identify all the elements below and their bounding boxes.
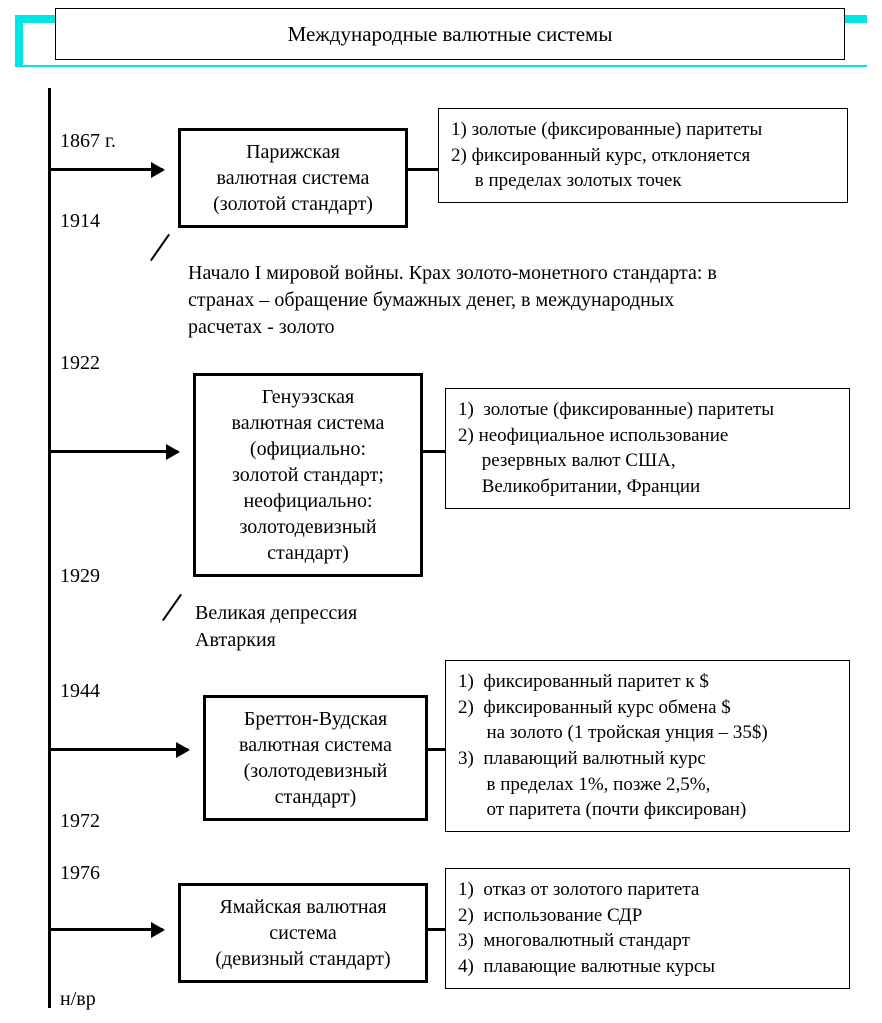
system-bretton-label: Бреттон-Вудская валютная система (золото… [239,708,392,808]
arrow-to-jamaica [48,928,163,931]
genoa-f2b: резервных валют США, [482,450,676,471]
note-1929-b: Автаркия [195,629,276,651]
desc-paris: 1) золотые (фиксированные) паритеты 2) ф… [438,108,848,203]
slash-1929 [162,620,192,650]
connector-bretton [428,748,445,751]
jamaica-f2: использование СДР [483,905,642,926]
note-1929-a: Великая депрессия [195,602,357,624]
slash-1914 [150,260,180,290]
genoa-f2c: Великобритании, Франции [482,476,700,497]
paris-f2b: в пределах золотых точек [475,170,682,191]
arrow-to-paris [48,168,163,171]
system-genoa: Генуэзская валютная система (официально:… [193,373,423,577]
desc-jamaica: 1) отказ от золотого паритета 2) использ… [445,868,850,989]
year-now: н/вр [60,988,96,1011]
connector-jamaica [428,928,445,931]
system-jamaica-label: Ямайская валютная система (девизный стан… [215,896,390,970]
bretton-f3a: плавающий валютный курс [483,748,705,769]
note-1929: Великая депрессия Автаркия [195,600,595,654]
bretton-f3c: от паритета (почти фиксирован) [487,799,747,820]
desc-genoa: 1) золотые (фиксированные) паритеты 2) н… [445,388,850,509]
bretton-f2a: фиксированный курс обмена $ [483,697,730,718]
jamaica-f4: плавающие валютные курсы [483,956,715,977]
system-jamaica: Ямайская валютная система (девизный стан… [178,883,428,983]
bretton-f2b: на золото (1 тройская унция – 35$) [487,722,768,743]
bretton-f1: фиксированный паритет к $ [483,671,709,692]
title-box: Международные валютные системы [55,8,845,60]
arrow-to-genoa [48,450,178,453]
jamaica-f3: многовалютный стандарт [483,930,690,951]
arrow-to-bretton [48,748,188,751]
note-1914: Начало I мировой войны. Крах золото-моне… [188,260,748,341]
desc-bretton: 1) фиксированный паритет к $ 2) фиксиров… [445,660,850,832]
paris-f2a: фиксированный курс, отклоняется [472,145,751,166]
title-text: Международные валютные системы [288,22,613,47]
connector-paris [408,168,438,171]
system-paris: Парижская валютная система (золотой стан… [178,128,408,228]
diagram-canvas: Международные валютные системы 1867 г. П… [0,0,882,1023]
year-1867: 1867 г. [60,130,116,153]
system-genoa-label: Генуэзская валютная система (официально:… [232,386,385,564]
system-paris-label: Парижская валютная система (золотой стан… [213,141,373,215]
jamaica-f1: отказ от золотого паритета [483,879,699,900]
genoa-f1: золотые (фиксированные) паритеты [483,399,774,420]
year-1976: 1976 [60,862,100,885]
year-1929: 1929 [60,565,100,588]
paris-f1: золотые (фиксированные) паритеты [472,119,763,140]
system-bretton: Бреттон-Вудская валютная система (золото… [203,695,428,821]
year-1914: 1914 [60,210,100,233]
year-1922: 1922 [60,352,100,375]
year-1944: 1944 [60,680,100,703]
year-1972: 1972 [60,810,100,833]
timeline-axis [48,88,51,1008]
connector-genoa [423,450,445,453]
genoa-f2a: неофициальное использование [479,425,729,446]
bretton-f3b: в пределах 1%, позже 2,5%, [487,774,711,795]
